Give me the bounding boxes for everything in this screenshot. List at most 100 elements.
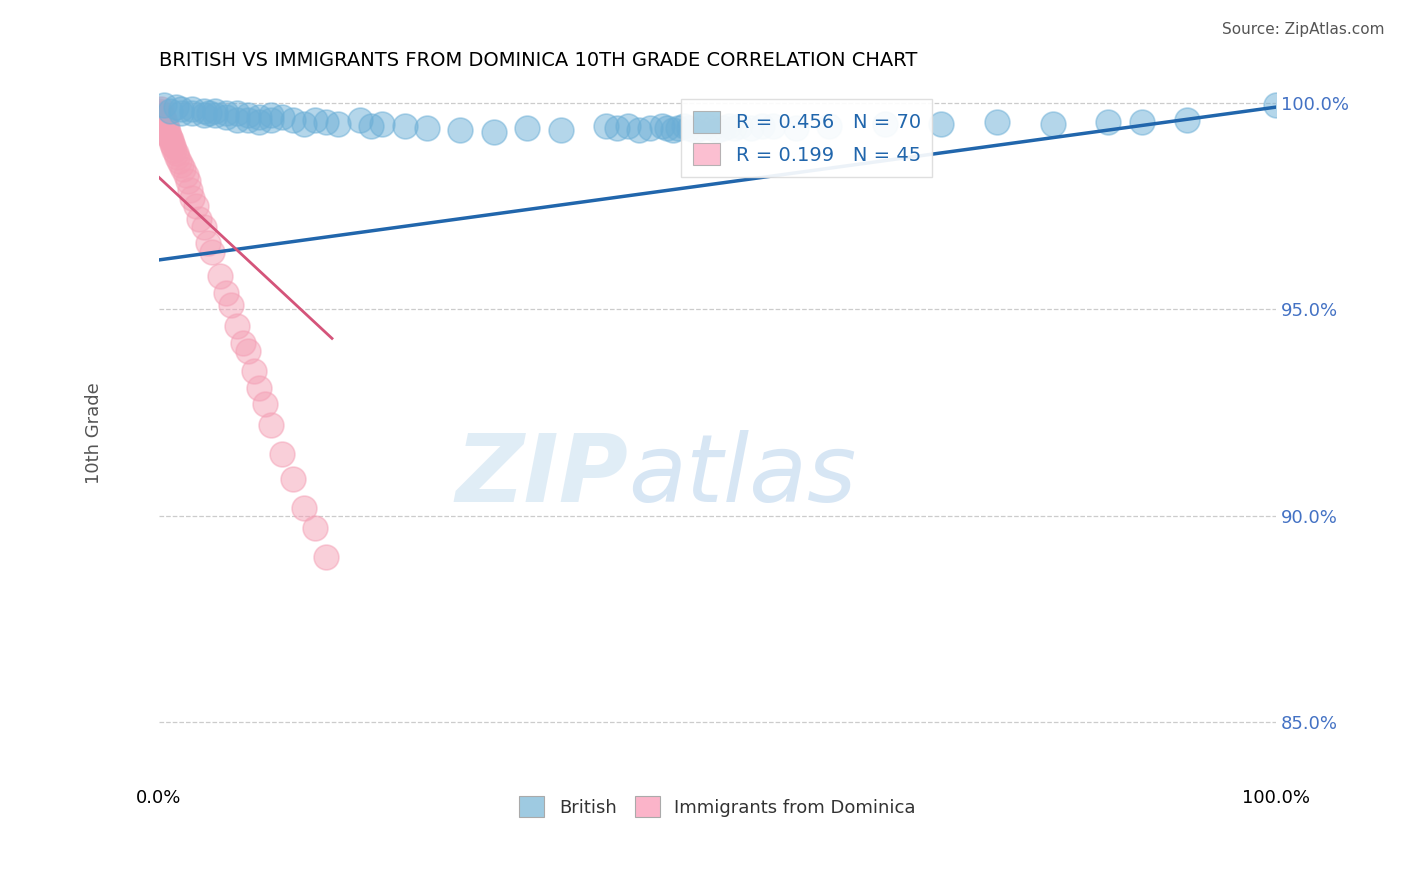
Point (728, 119, 751, 133)
Point (304, 521, 326, 535)
Point (349, 112, 371, 127)
Point (160, 133, 183, 147)
Point (326, 117, 349, 131)
Point (157, 129, 180, 144)
Point (148, 104, 170, 119)
Point (689, 120, 711, 135)
Point (153, 112, 176, 127)
Point (166, 150, 188, 164)
Text: Source: ZipAtlas.com: Source: ZipAtlas.com (1222, 22, 1385, 37)
Point (666, 120, 689, 135)
Point (238, 108, 260, 122)
Point (700, 120, 723, 135)
Point (209, 269, 232, 284)
Point (238, 343, 260, 358)
Point (751, 119, 773, 133)
Y-axis label: 10th Grade: 10th Grade (86, 383, 103, 484)
Point (221, 298, 243, 312)
Point (153, 98, 176, 112)
Text: ZIP: ZIP (456, 430, 628, 522)
Point (270, 447, 292, 461)
Point (394, 119, 416, 133)
Point (785, 120, 807, 135)
Point (150, 108, 173, 122)
Point (155, 119, 177, 133)
Point (416, 120, 439, 135)
Point (201, 244, 224, 259)
Point (193, 108, 215, 122)
Point (197, 236, 219, 251)
Point (762, 119, 785, 133)
Point (172, 162, 194, 177)
Point (215, 111, 238, 125)
Point (193, 104, 215, 119)
Point (371, 117, 394, 131)
Point (188, 211, 211, 226)
Point (181, 102, 204, 116)
Point (226, 112, 249, 127)
Point (204, 108, 226, 122)
Point (162, 137, 184, 152)
Point (215, 106, 238, 120)
Point (204, 104, 226, 119)
Point (516, 120, 538, 135)
Point (740, 120, 762, 135)
Point (181, 106, 204, 120)
Point (986, 114, 1008, 128)
Point (179, 183, 201, 197)
Point (672, 119, 695, 133)
Point (550, 123, 572, 137)
Point (259, 112, 281, 127)
Legend: British, Immigrants from Dominica: British, Immigrants from Dominica (512, 789, 922, 824)
Point (232, 335, 254, 350)
Text: BRITISH VS IMMIGRANTS FROM DOMINICA 10TH GRADE CORRELATION CHART: BRITISH VS IMMIGRANTS FROM DOMINICA 10TH… (159, 51, 917, 70)
Point (270, 111, 292, 125)
Point (1130, 114, 1153, 128)
Point (723, 120, 745, 135)
Point (238, 112, 260, 127)
Point (226, 106, 249, 120)
Point (1097, 114, 1119, 128)
Point (170, 158, 193, 172)
Point (259, 108, 281, 122)
Point (281, 112, 304, 127)
Point (159, 104, 181, 119)
Point (150, 108, 173, 122)
Point (170, 102, 193, 116)
Point (152, 111, 174, 125)
Point (651, 119, 673, 133)
Point (929, 117, 952, 131)
Point (717, 119, 740, 133)
Point (181, 191, 204, 205)
Point (247, 381, 270, 395)
Point (706, 123, 728, 137)
Text: atlas: atlas (628, 430, 856, 521)
Point (247, 111, 270, 125)
Point (315, 114, 337, 128)
Point (259, 418, 281, 433)
Point (606, 120, 628, 135)
Point (1265, 98, 1288, 112)
Point (156, 120, 179, 135)
Point (156, 125, 179, 139)
Point (247, 114, 270, 128)
Point (640, 120, 662, 135)
Point (482, 125, 505, 139)
Point (174, 168, 197, 182)
Point (150, 102, 173, 116)
Point (292, 117, 315, 131)
Point (243, 364, 266, 378)
Point (695, 119, 717, 133)
Point (304, 112, 326, 127)
Point (184, 199, 207, 213)
Point (873, 117, 896, 131)
Point (198, 106, 221, 120)
Point (177, 174, 200, 188)
Point (1042, 117, 1064, 131)
Point (617, 119, 640, 133)
Point (253, 397, 276, 411)
Point (655, 120, 678, 135)
Point (165, 145, 187, 160)
Point (226, 318, 249, 333)
Point (661, 123, 683, 137)
